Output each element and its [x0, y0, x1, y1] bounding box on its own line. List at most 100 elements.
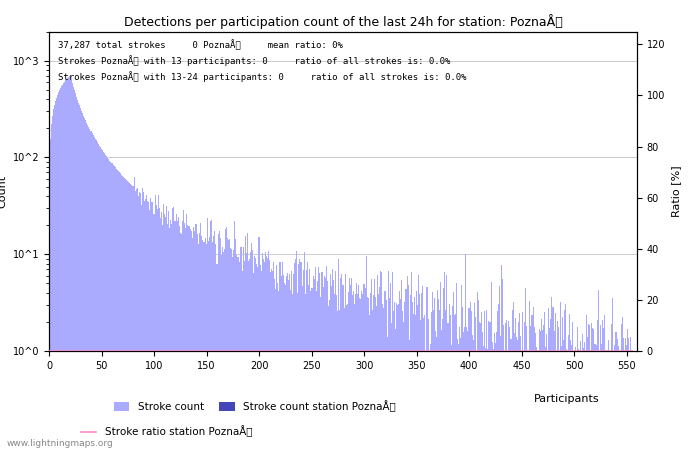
Bar [330, 274, 331, 450]
Bar [184, 223, 185, 450]
Bar [130, 184, 132, 450]
Bar [104, 153, 105, 450]
Bar [205, 238, 206, 450]
Bar [245, 236, 246, 450]
Bar [125, 179, 126, 450]
Bar [533, 328, 535, 450]
Bar [434, 298, 435, 450]
Bar [206, 244, 207, 450]
Bar [190, 229, 191, 450]
Y-axis label: Count: Count [0, 175, 7, 208]
Bar [368, 298, 369, 450]
Bar [349, 278, 350, 450]
Bar [592, 328, 594, 450]
Bar [203, 243, 204, 450]
Bar [478, 300, 479, 450]
Bar [393, 311, 394, 450]
Bar [307, 262, 308, 450]
Bar [239, 247, 241, 450]
Bar [237, 257, 239, 450]
Bar [546, 334, 547, 450]
Bar [64, 82, 65, 450]
Bar [554, 313, 556, 450]
Bar [528, 351, 529, 450]
Bar [485, 348, 486, 450]
Bar [400, 299, 401, 450]
Bar [419, 294, 420, 450]
Bar [117, 170, 118, 450]
Bar [337, 311, 338, 450]
Bar [491, 342, 493, 450]
Bar [449, 315, 451, 450]
Bar [136, 188, 138, 450]
Bar [422, 286, 423, 450]
Bar [168, 211, 169, 450]
Bar [294, 263, 295, 450]
Bar [118, 171, 119, 450]
Bar [456, 283, 457, 450]
Bar [367, 297, 368, 450]
Bar [372, 310, 373, 450]
Bar [329, 300, 330, 450]
Bar [218, 231, 220, 450]
Bar [403, 322, 405, 450]
Bar [602, 320, 603, 450]
Bar [397, 305, 398, 450]
Bar [526, 325, 527, 450]
Bar [378, 293, 379, 450]
Bar [313, 275, 314, 450]
Bar [452, 306, 453, 450]
Bar [220, 255, 222, 450]
Bar [180, 233, 181, 450]
Bar [517, 340, 518, 450]
Bar [529, 301, 531, 450]
Bar [107, 158, 108, 450]
Bar [357, 294, 358, 450]
Bar [262, 260, 264, 450]
Bar [506, 320, 507, 450]
Bar [142, 189, 143, 450]
Bar [370, 293, 371, 450]
Bar [346, 305, 348, 450]
Bar [568, 335, 569, 450]
Bar [570, 340, 571, 450]
Bar [401, 280, 402, 450]
Bar [108, 159, 109, 450]
Bar [396, 303, 397, 450]
Bar [356, 283, 357, 450]
Bar [520, 336, 521, 450]
Bar [354, 304, 355, 450]
Bar [435, 331, 436, 450]
Bar [167, 225, 168, 450]
Bar [325, 278, 326, 450]
Bar [473, 340, 474, 450]
Bar [57, 95, 58, 450]
Bar [522, 312, 523, 450]
Bar [328, 306, 329, 450]
Bar [600, 325, 601, 450]
Bar [309, 270, 310, 450]
Bar [361, 291, 363, 450]
Bar [312, 288, 313, 450]
Bar [214, 231, 216, 450]
Bar [412, 302, 413, 450]
Bar [413, 315, 414, 450]
Bar [287, 273, 288, 450]
Bar [119, 172, 120, 450]
Bar [140, 193, 141, 450]
Stroke ratio station PoznaÅ [219, 348, 228, 354]
Bar [479, 322, 480, 450]
Bar [153, 214, 155, 450]
Bar [623, 338, 624, 450]
Bar [457, 339, 458, 450]
Bar [470, 310, 472, 450]
Bar [247, 234, 248, 450]
Bar [178, 226, 180, 450]
Bar [503, 325, 504, 450]
Text: Participants: Participants [533, 394, 599, 404]
Bar [250, 252, 251, 450]
Bar [216, 264, 218, 450]
Bar [562, 316, 563, 450]
Bar [501, 266, 502, 450]
Bar [226, 227, 227, 450]
